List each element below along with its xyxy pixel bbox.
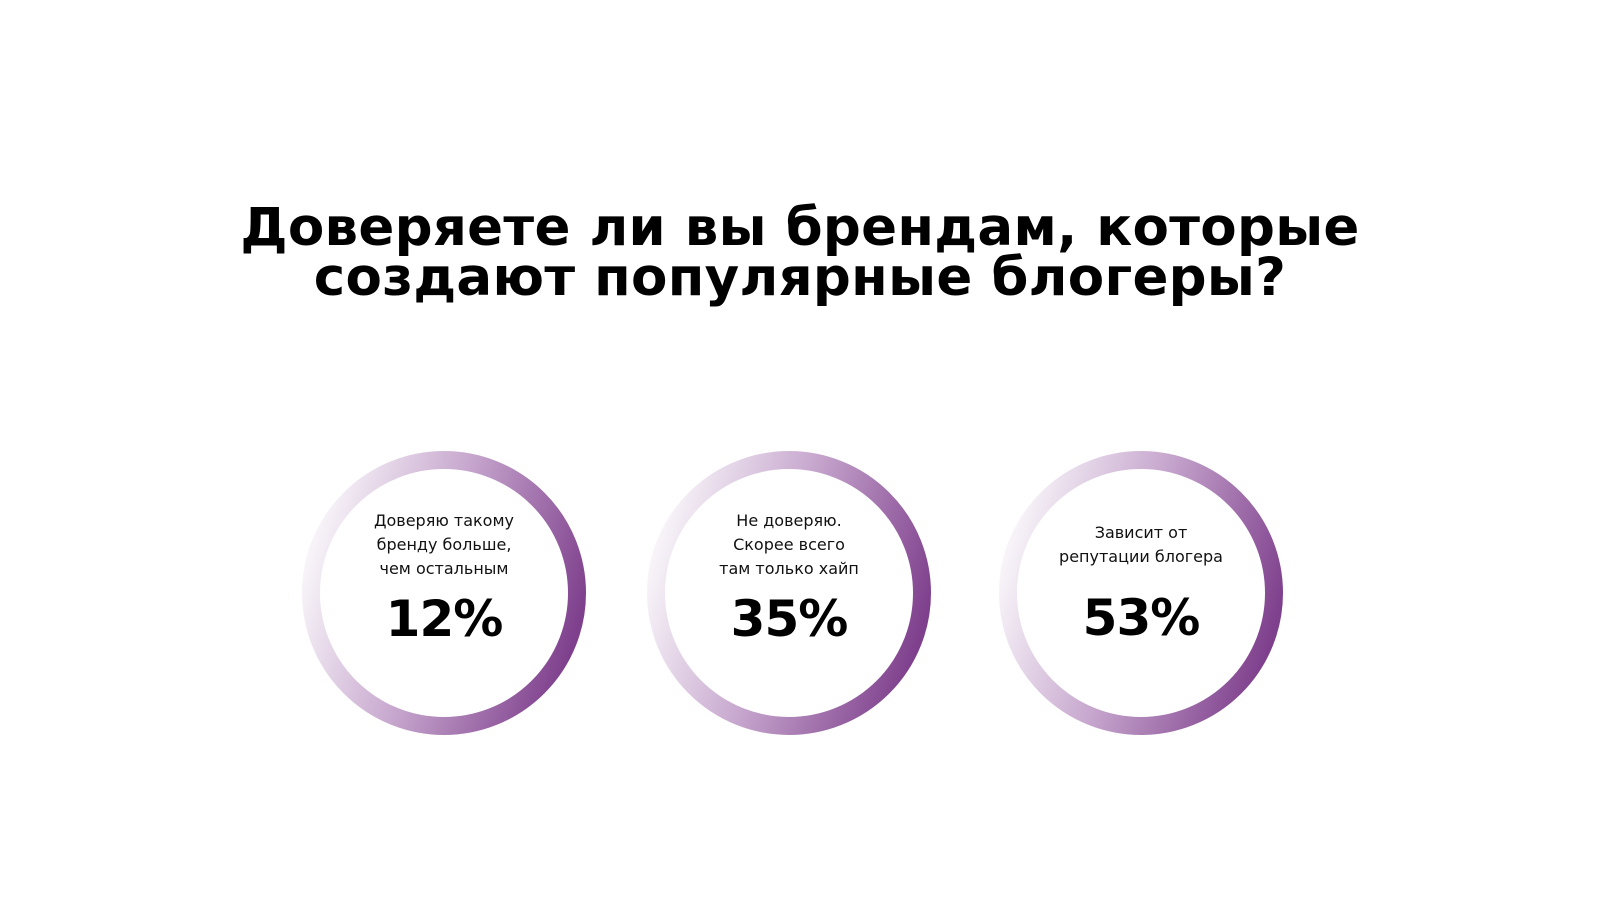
- answer-label: Доверяю такому: [373, 511, 514, 530]
- answer-label: чем остальным: [379, 559, 509, 578]
- answer-label: там только хайп: [719, 559, 859, 578]
- result-circle: Не доверяю. Скорее всего там только хайп 35…: [645, 449, 933, 737]
- result-circle: Доверяю такому бренду больше, чем остальны…: [300, 449, 588, 737]
- title-line: создают популярные блогеры?: [313, 247, 1287, 308]
- page-title: Доверяете ли вы брендам, которые создают…: [0, 197, 1600, 308]
- answer-label: Не доверяю.: [736, 511, 842, 530]
- title-line: Доверяете ли вы брендам, которые: [240, 197, 1360, 258]
- answer-label: Зависит от: [1094, 523, 1188, 542]
- answer-label: репутации блогера: [1059, 547, 1223, 566]
- ring-graphic: [647, 451, 931, 735]
- answer-label: бренду больше,: [376, 535, 512, 554]
- ring-graphic: [302, 451, 586, 735]
- result-circle: Зависит от репутации блогера 53%: [997, 449, 1285, 737]
- percentage-value: 53%: [1082, 589, 1201, 647]
- ring-mark: [302, 451, 586, 735]
- ring-mark: [647, 451, 931, 735]
- percentage-value: 12%: [385, 590, 504, 648]
- percentage-value: 35%: [730, 590, 849, 648]
- ring-mark: [999, 451, 1283, 735]
- ring-graphic: [999, 451, 1283, 735]
- answer-label: Скорее всего: [733, 535, 845, 554]
